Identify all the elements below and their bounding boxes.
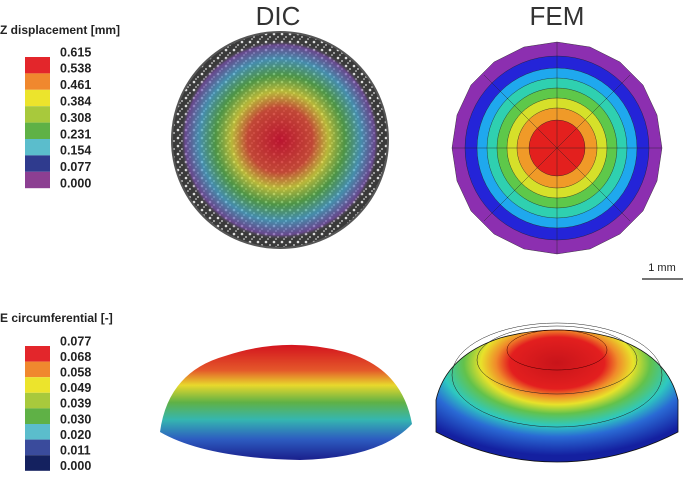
legend-label: 0.058: [60, 365, 91, 379]
legend-label: 0.077: [60, 334, 91, 348]
legend-label: 0.049: [60, 381, 91, 395]
legend-label: 0.011: [60, 443, 91, 457]
legend-label: 0.000: [60, 459, 91, 473]
legend-label: 0.308: [60, 111, 91, 125]
legend-swatch: [25, 424, 50, 440]
scale-bar-label: 1 mm: [648, 262, 676, 274]
legend-swatch: [25, 73, 50, 90]
legend-label: 0.154: [60, 144, 91, 158]
legend-label: 0.068: [60, 350, 91, 364]
legend-label: 0.077: [60, 160, 91, 174]
legend-title: E circumferential [-]: [0, 311, 113, 325]
fem-displacement-map: [451, 41, 663, 255]
legend-swatch: [25, 139, 50, 156]
legend-swatch: [25, 122, 50, 139]
legend-swatch: [25, 346, 50, 362]
dic-displacement-map: [171, 31, 389, 249]
legend-title: Z displacement [mm]: [0, 23, 120, 37]
legend-swatch: [25, 439, 50, 456]
legend-swatch: [25, 455, 50, 471]
legend-swatch: [25, 377, 50, 393]
column-title: FEM: [530, 1, 585, 31]
legend-label: 0.030: [60, 412, 91, 426]
legend-label: 0.020: [60, 428, 91, 442]
legend-label: 0.615: [60, 45, 91, 59]
column-title: DIC: [256, 1, 301, 31]
fem-strain-map: [435, 322, 679, 463]
legend-swatch: [25, 408, 50, 424]
legend-swatch: [25, 361, 50, 378]
legend-swatch: [25, 392, 50, 409]
legend-label: 0.231: [60, 127, 91, 141]
legend-swatch: [25, 155, 50, 172]
legend-label: 0.000: [60, 176, 91, 190]
legend-swatch: [25, 89, 50, 107]
legend-swatch: [25, 106, 50, 123]
dic-strain-map: [160, 344, 412, 460]
legend-swatch: [25, 171, 50, 189]
legend-label: 0.039: [60, 397, 91, 411]
legend-swatch: [25, 57, 50, 74]
legend-label: 0.384: [60, 94, 91, 108]
legend-label: 0.538: [60, 62, 91, 76]
legend-label: 0.461: [60, 78, 91, 92]
